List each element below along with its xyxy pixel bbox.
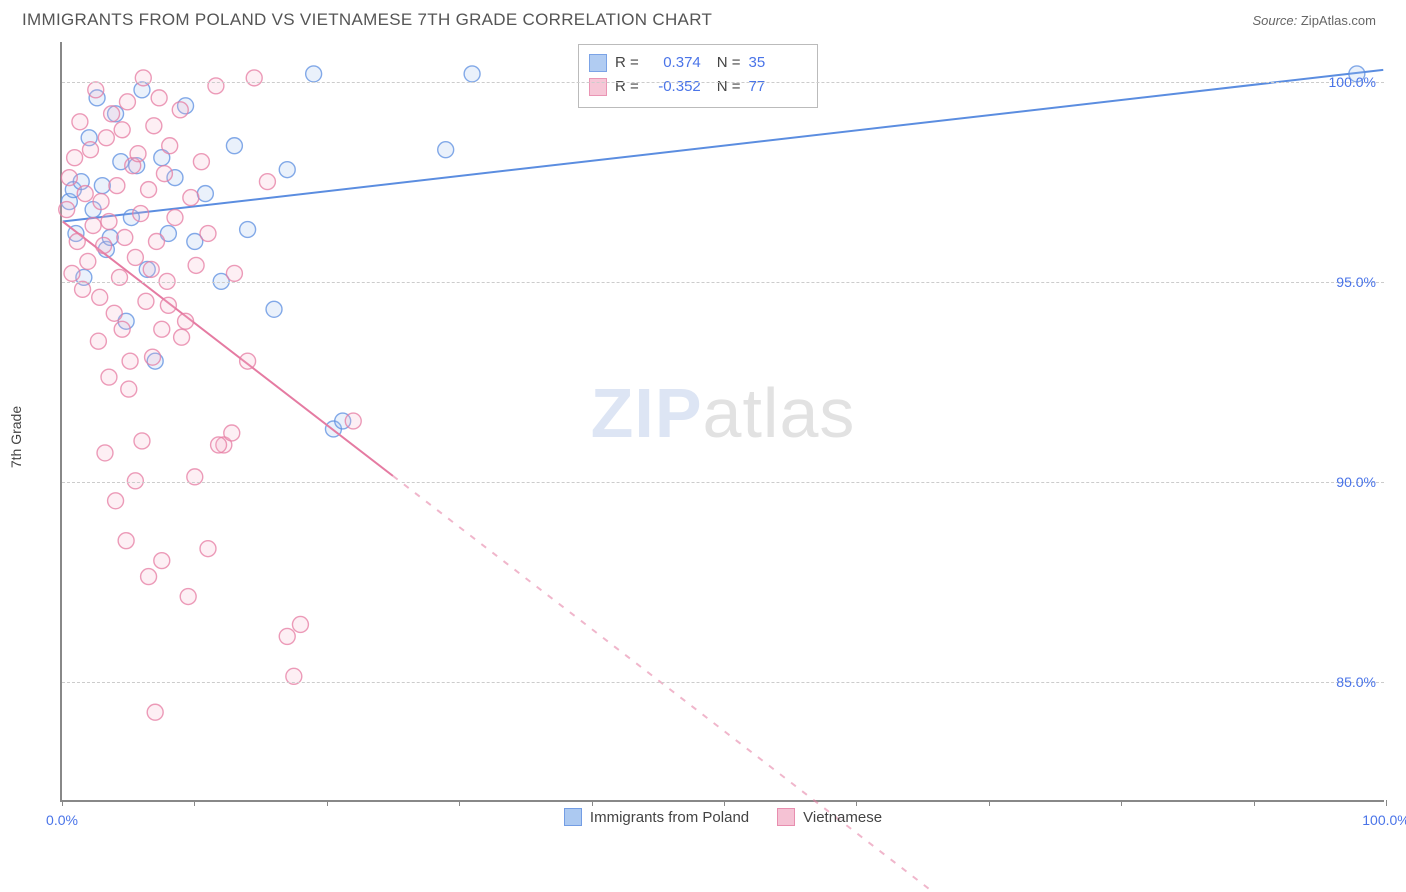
x-tick (592, 800, 593, 806)
y-tick-label: 90.0% (1336, 474, 1376, 490)
gridline-h (62, 82, 1384, 83)
r-value: 0.374 (647, 51, 701, 75)
x-tick (62, 800, 63, 806)
series-legend-label: Immigrants from Poland (590, 809, 749, 826)
n-value: 35 (749, 51, 803, 75)
correlation-legend-row: R = 0.374 N = 35 (589, 51, 803, 75)
x-tick (194, 800, 195, 806)
chart-header: IMMIGRANTS FROM POLAND VS VIETNAMESE 7TH… (0, 0, 1406, 36)
source-prefix: Source: (1252, 13, 1300, 28)
plot-area: ZIPatlas R = 0.374 N = 35 R = -0.352 N =… (60, 42, 1384, 802)
r-label: R = (615, 75, 639, 99)
y-tick-label: 95.0% (1336, 274, 1376, 290)
x-tick-label: 100.0% (1362, 812, 1406, 828)
n-label: N = (717, 51, 741, 75)
series-legend-label: Vietnamese (803, 809, 882, 826)
x-tick (856, 800, 857, 806)
x-tick-label: 0.0% (46, 812, 78, 828)
x-tick (989, 800, 990, 806)
source-attribution: Source: ZipAtlas.com (1252, 13, 1376, 28)
n-value: 77 (749, 75, 803, 99)
x-tick (1386, 800, 1387, 806)
x-tick (1254, 800, 1255, 806)
series-legend-item: Immigrants from Poland (564, 808, 749, 826)
gridline-h (62, 282, 1384, 283)
r-label: R = (615, 51, 639, 75)
y-tick-label: 85.0% (1336, 674, 1376, 690)
legend-swatch-icon (589, 54, 607, 72)
chart-container: 7th Grade ZIPatlas R = 0.374 N = 35 R = … (48, 42, 1384, 832)
gridline-h (62, 482, 1384, 483)
y-axis-label: 7th Grade (8, 406, 24, 468)
x-tick (1121, 800, 1122, 806)
legend-swatch-icon (777, 808, 795, 826)
series-legend-item: Vietnamese (777, 808, 882, 826)
chart-title: IMMIGRANTS FROM POLAND VS VIETNAMESE 7TH… (22, 10, 712, 30)
scatter-svg (62, 42, 1384, 800)
x-tick (724, 800, 725, 806)
series-legend: Immigrants from Poland Vietnamese (62, 808, 1384, 826)
legend-swatch-icon (589, 78, 607, 96)
legend-swatch-icon (564, 808, 582, 826)
y-tick-label: 100.0% (1329, 74, 1376, 90)
x-tick (459, 800, 460, 806)
source-name: ZipAtlas.com (1301, 13, 1376, 28)
x-tick (327, 800, 328, 806)
gridline-h (62, 682, 1384, 683)
correlation-legend: R = 0.374 N = 35 R = -0.352 N = 77 (578, 44, 818, 108)
correlation-legend-row: R = -0.352 N = 77 (589, 75, 803, 99)
n-label: N = (717, 75, 741, 99)
r-value: -0.352 (647, 75, 701, 99)
